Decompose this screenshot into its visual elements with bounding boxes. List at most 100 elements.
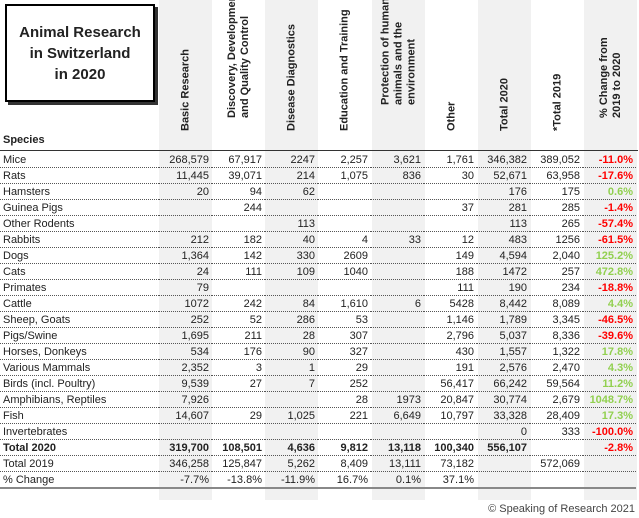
value-cell: 234 bbox=[530, 279, 583, 296]
value-cell bbox=[212, 279, 265, 296]
species-cell: Rats bbox=[0, 167, 159, 184]
value-cell: 29 bbox=[318, 359, 371, 376]
value-cell: 212 bbox=[159, 231, 212, 248]
value-cell: 176 bbox=[477, 183, 530, 200]
value-cell: 0.1% bbox=[371, 471, 424, 489]
species-cell: Other Rodents bbox=[0, 215, 159, 232]
value-cell: 113 bbox=[477, 215, 530, 232]
column-header: Total 2020 bbox=[478, 0, 531, 148]
table-row: Amphibians, Reptiles 7,926 28 1973 20,847 30,… bbox=[0, 391, 636, 408]
value-cell bbox=[424, 423, 477, 440]
value-cell: 14,607 bbox=[159, 407, 212, 424]
species-cell: Primates bbox=[0, 279, 159, 296]
column-header: *Total 2019 bbox=[531, 0, 584, 148]
value-cell: 556,107 bbox=[477, 439, 530, 456]
value-cell bbox=[265, 199, 318, 216]
value-cell: 62 bbox=[265, 183, 318, 200]
value-cell: 142 bbox=[212, 247, 265, 264]
value-cell: 265 bbox=[530, 215, 583, 232]
value-cell: 73,182 bbox=[424, 455, 477, 472]
species-cell: Total 2019 bbox=[0, 455, 159, 472]
value-cell: 2,470 bbox=[530, 359, 583, 376]
value-cell: 2,040 bbox=[530, 247, 583, 264]
value-cell: 8,336 bbox=[530, 327, 583, 344]
value-cell bbox=[318, 423, 371, 440]
value-cell bbox=[371, 343, 424, 360]
value-cell: 149 bbox=[424, 247, 477, 264]
column-header: Protection of humans, animals and the en… bbox=[372, 0, 425, 148]
table-row: Invertebrates 0 333 -100.0% bbox=[0, 423, 636, 440]
value-cell: 79 bbox=[159, 279, 212, 296]
value-cell: 53 bbox=[318, 311, 371, 328]
value-cell bbox=[371, 247, 424, 264]
value-cell: 4 bbox=[318, 231, 371, 248]
value-cell: 2,576 bbox=[477, 359, 530, 376]
value-cell: -100.0% bbox=[583, 423, 636, 440]
value-cell bbox=[265, 279, 318, 296]
value-cell: 3,345 bbox=[530, 311, 583, 328]
column-header: Basic Research bbox=[159, 0, 212, 148]
value-cell: 1,025 bbox=[265, 407, 318, 424]
value-cell: 30,774 bbox=[477, 391, 530, 408]
value-cell: 20,847 bbox=[424, 391, 477, 408]
species-header: Species bbox=[3, 134, 45, 146]
species-cell: Cats bbox=[0, 263, 159, 280]
value-cell bbox=[159, 215, 212, 232]
value-cell: 6,649 bbox=[371, 407, 424, 424]
value-cell: 252 bbox=[318, 375, 371, 392]
value-cell: 8,089 bbox=[530, 295, 583, 312]
value-cell bbox=[371, 311, 424, 328]
value-cell: 52,671 bbox=[477, 167, 530, 184]
value-cell: 1,146 bbox=[424, 311, 477, 328]
value-cell: 285 bbox=[530, 199, 583, 216]
value-cell: 109 bbox=[265, 263, 318, 280]
value-cell: 11.2% bbox=[583, 375, 636, 392]
value-cell: -11.0% bbox=[583, 152, 636, 168]
species-cell: Mice bbox=[0, 152, 159, 168]
species-cell: Total 2020 bbox=[0, 439, 159, 456]
header-divider bbox=[0, 150, 638, 151]
table-row: Birds (incl. Poultry) 9,539 27 7 252 56,417 66… bbox=[0, 375, 636, 392]
value-cell: 16.7% bbox=[318, 471, 371, 489]
value-cell: 346,382 bbox=[477, 152, 530, 168]
value-cell bbox=[371, 279, 424, 296]
value-cell: 214 bbox=[265, 167, 318, 184]
value-cell: 66,242 bbox=[477, 375, 530, 392]
value-cell: 9,812 bbox=[318, 439, 371, 456]
value-cell bbox=[212, 215, 265, 232]
value-cell: 30 bbox=[424, 167, 477, 184]
value-cell: 39,071 bbox=[212, 167, 265, 184]
value-cell: 2,679 bbox=[530, 391, 583, 408]
value-cell: 2,352 bbox=[159, 359, 212, 376]
value-cell bbox=[265, 391, 318, 408]
value-cell bbox=[318, 215, 371, 232]
table-row: Horses, Donkeys 534 176 90 327 430 1,557 1,322 1… bbox=[0, 343, 636, 360]
species-cell: Birds (incl. Poultry) bbox=[0, 375, 159, 392]
value-cell: -17.6% bbox=[583, 167, 636, 184]
species-cell: Invertebrates bbox=[0, 423, 159, 440]
value-cell bbox=[424, 215, 477, 232]
table-row: Cats 24 111 109 1040 188 1472 257 472.8% bbox=[0, 263, 636, 280]
value-cell: 327 bbox=[318, 343, 371, 360]
species-cell: Amphibians, Reptiles bbox=[0, 391, 159, 408]
value-cell: 27 bbox=[212, 375, 265, 392]
column-header-label: Discovery, Development and Quality Contr… bbox=[225, 0, 251, 118]
value-cell bbox=[477, 455, 530, 472]
species-cell: Cattle bbox=[0, 295, 159, 312]
column-header-label: Other bbox=[445, 101, 457, 131]
column-header-label: Disease Diagnostics bbox=[285, 24, 297, 131]
species-cell: Rabbits bbox=[0, 231, 159, 248]
value-cell: 1,075 bbox=[318, 167, 371, 184]
value-cell: -61.5% bbox=[583, 231, 636, 248]
value-cell: 8,442 bbox=[477, 295, 530, 312]
value-cell bbox=[371, 375, 424, 392]
table-row: Dogs 1,364 142 330 2609 149 4,594 2,040 125.2% bbox=[0, 247, 636, 264]
value-cell: 175 bbox=[530, 183, 583, 200]
value-cell: 10,797 bbox=[424, 407, 477, 424]
value-cell: 13,118 bbox=[371, 439, 424, 456]
value-cell: 12 bbox=[424, 231, 477, 248]
column-header: Discovery, Development and Quality Contr… bbox=[212, 0, 265, 148]
column-header: Education and Training bbox=[318, 0, 371, 148]
table-row: Guinea Pigs 244 37 281 285 -1.4% bbox=[0, 199, 636, 216]
value-cell: 188 bbox=[424, 263, 477, 280]
